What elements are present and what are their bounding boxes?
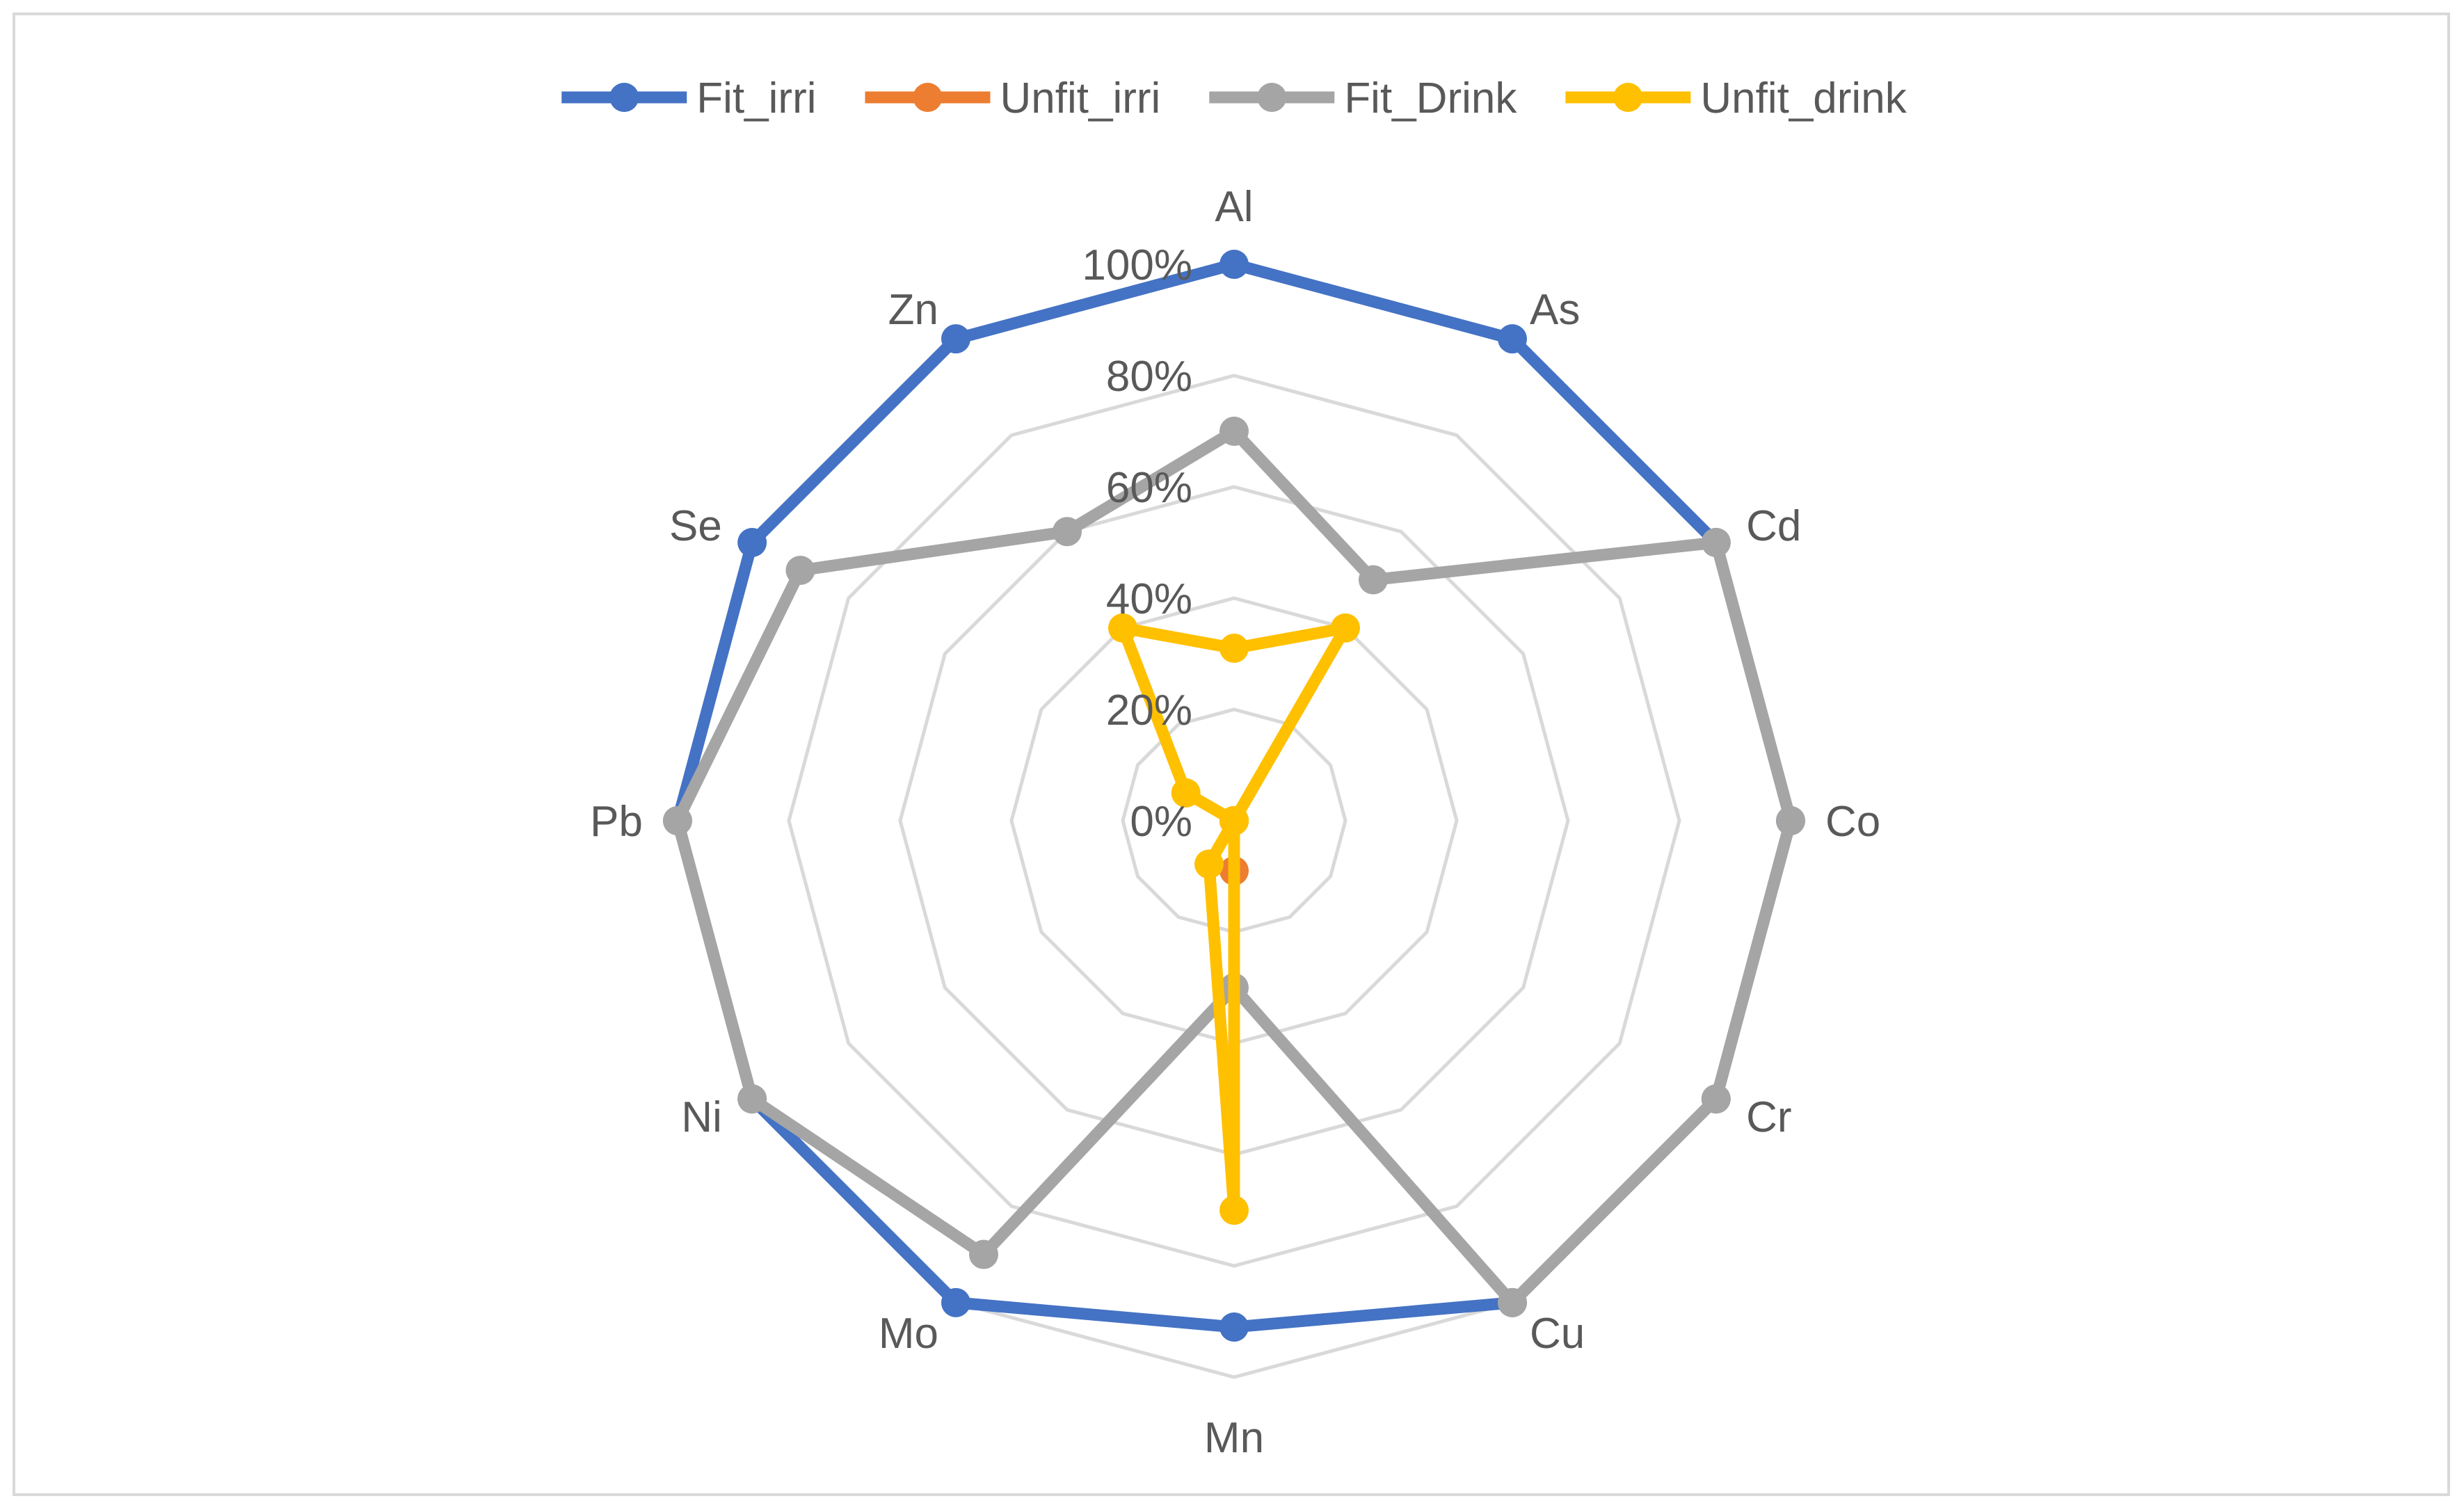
legend-label: Unfit_drink xyxy=(1700,74,1907,122)
radial-tick-labels: 0% 20% 40% 60% 80% 100% xyxy=(1082,241,1192,846)
legend-marker xyxy=(609,83,639,112)
category-label: Ni xyxy=(681,1093,722,1141)
category-label: Cd xyxy=(1746,502,1801,550)
data-point xyxy=(1498,1287,1527,1317)
data-point xyxy=(737,528,767,557)
category-labels: Al As Cd Co Cr Cu Mn Mo Ni Pb Se Zn xyxy=(590,183,1880,1462)
category-label: Se xyxy=(669,502,722,550)
data-point xyxy=(1219,417,1249,446)
chart-frame: 0% 20% 40% 60% 80% 100% Al As Cd Co Cr Cu Mn Mo Ni Pb S… xyxy=(13,13,2450,1496)
data-point xyxy=(1219,250,1249,279)
tick-label: 40% xyxy=(1106,575,1192,623)
data-point xyxy=(1331,613,1360,643)
tick-label: 0% xyxy=(1130,798,1192,846)
grid-ring xyxy=(787,374,1681,1268)
category-label: Mn xyxy=(1204,1414,1264,1462)
legend-label: Unfit_irri xyxy=(1000,74,1161,122)
data-point xyxy=(1219,1196,1249,1225)
legend-label: Fit_irri xyxy=(696,74,816,122)
legend-item-fit-irri: Fit_irri xyxy=(561,74,817,122)
data-point xyxy=(737,1084,767,1114)
data-point xyxy=(1171,778,1201,808)
tick-label: 60% xyxy=(1106,464,1192,512)
legend-marker xyxy=(1613,83,1643,112)
data-point xyxy=(785,556,815,585)
data-point xyxy=(969,1239,998,1269)
data-point xyxy=(941,324,970,354)
category-label: Co xyxy=(1825,798,1880,846)
legend-marker xyxy=(913,83,943,112)
data-point xyxy=(1053,517,1082,547)
data-point xyxy=(1776,806,1805,835)
data-point xyxy=(1498,324,1527,354)
category-label: Pb xyxy=(590,798,643,846)
data-point xyxy=(1219,634,1249,663)
category-label: Cr xyxy=(1746,1093,1791,1141)
category-label: Zn xyxy=(888,286,938,334)
legend-label: Fit_Drink xyxy=(1344,74,1517,122)
series-unfit-drink xyxy=(1108,613,1360,1225)
legend-item-unfit-irri: Unfit_irri xyxy=(865,74,1161,122)
data-point xyxy=(1219,806,1249,835)
category-label: Cu xyxy=(1530,1310,1585,1358)
data-point xyxy=(1701,1084,1731,1114)
data-point xyxy=(1219,1312,1249,1342)
data-point xyxy=(1194,849,1224,879)
series-layer xyxy=(663,250,1805,1342)
tick-label: 80% xyxy=(1106,353,1192,401)
category-label: Al xyxy=(1215,183,1253,231)
radar-chart: 0% 20% 40% 60% 80% 100% Al As Cd Co Cr Cu Mn Mo Ni Pb S… xyxy=(561,74,1907,1462)
tick-label: 20% xyxy=(1106,686,1192,734)
legend-item-unfit-drink: Unfit_drink xyxy=(1565,74,1907,122)
data-point xyxy=(941,1287,970,1317)
category-label: Mo xyxy=(879,1310,938,1358)
legend: Fit_irri Unfit_irri Fit_Drink Unfit_drink xyxy=(561,74,1907,122)
data-point xyxy=(1108,613,1137,643)
data-point xyxy=(663,806,692,835)
data-point xyxy=(1701,528,1731,557)
legend-marker xyxy=(1257,83,1287,112)
data-point xyxy=(1359,565,1388,595)
legend-item-fit-drink: Fit_Drink xyxy=(1209,74,1517,122)
category-label: As xyxy=(1530,286,1580,334)
tick-label: 100% xyxy=(1082,241,1192,289)
